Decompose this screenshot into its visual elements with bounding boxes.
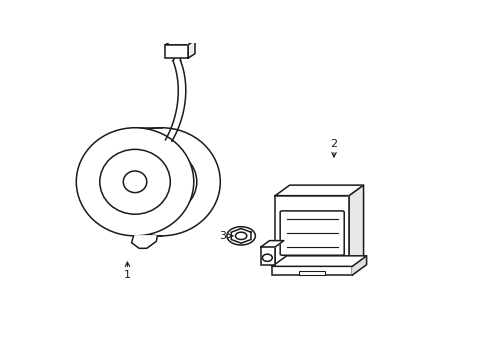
Ellipse shape xyxy=(262,254,272,261)
Ellipse shape xyxy=(102,128,220,236)
Text: 2: 2 xyxy=(330,139,337,149)
Bar xyxy=(165,45,188,58)
Text: 3: 3 xyxy=(219,231,226,241)
Ellipse shape xyxy=(226,227,255,245)
Polygon shape xyxy=(272,256,366,266)
Ellipse shape xyxy=(126,149,196,214)
Polygon shape xyxy=(348,185,363,266)
Polygon shape xyxy=(188,40,195,58)
Bar xyxy=(272,266,351,275)
Polygon shape xyxy=(351,256,366,275)
FancyBboxPatch shape xyxy=(280,211,344,255)
Ellipse shape xyxy=(123,171,146,193)
Polygon shape xyxy=(231,229,250,243)
Polygon shape xyxy=(165,40,195,45)
Ellipse shape xyxy=(76,128,193,236)
Polygon shape xyxy=(275,185,363,195)
Bar xyxy=(299,271,325,275)
Ellipse shape xyxy=(235,232,246,239)
Bar xyxy=(260,247,275,265)
Text: 1: 1 xyxy=(123,270,131,280)
Polygon shape xyxy=(131,236,157,248)
Bar xyxy=(275,196,348,266)
Ellipse shape xyxy=(100,149,170,214)
Polygon shape xyxy=(260,240,284,247)
